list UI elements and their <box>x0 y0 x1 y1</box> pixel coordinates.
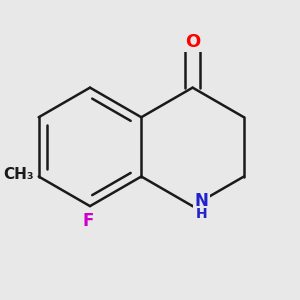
Text: H: H <box>196 207 207 221</box>
Text: CH₃: CH₃ <box>3 167 34 182</box>
Text: F: F <box>83 212 94 230</box>
Text: N: N <box>194 193 208 211</box>
Text: O: O <box>185 33 200 51</box>
